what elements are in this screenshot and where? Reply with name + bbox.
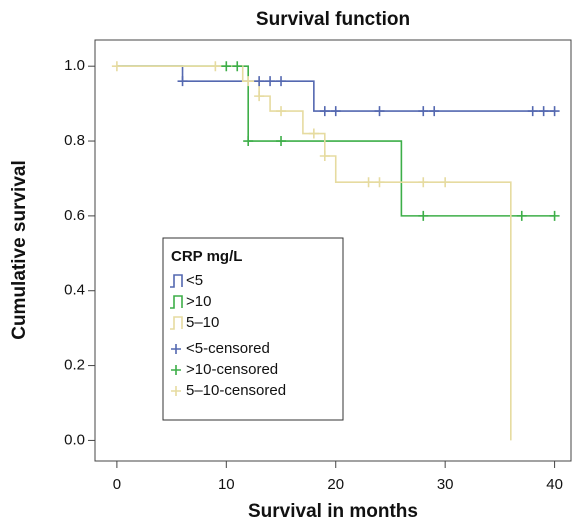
censor-mark <box>549 106 560 117</box>
censor-mark <box>210 61 221 72</box>
legend-symbol <box>170 316 183 330</box>
censor-mark <box>516 210 527 221</box>
x-tick-label: 20 <box>327 476 344 493</box>
x-tick-label: 0 <box>113 476 121 493</box>
censor-mark <box>276 136 287 147</box>
legend-symbol <box>171 344 181 354</box>
censor-mark <box>374 177 385 188</box>
censor-mark <box>243 136 254 147</box>
survival-curve <box>116 65 555 217</box>
censor-mark <box>265 76 276 87</box>
censor-mark <box>418 106 429 117</box>
legend-box <box>162 237 344 421</box>
censor-mark <box>418 177 429 188</box>
y-tick-label: 0.4 <box>64 282 85 299</box>
censor-mark <box>254 91 265 102</box>
x-tick-label: 30 <box>437 476 454 493</box>
censor-mark <box>276 76 287 87</box>
legend-label: 5–10-censored <box>186 382 286 399</box>
censor-mark <box>429 106 440 117</box>
legend-label: <5 <box>186 272 203 289</box>
y-tick-label: 0.2 <box>64 357 85 374</box>
censor-mark <box>276 106 287 117</box>
censor-mark <box>243 76 254 87</box>
legend-label: >10 <box>186 293 211 310</box>
censor-mark <box>177 76 188 87</box>
censor-mark <box>374 106 385 117</box>
censor-mark <box>111 61 122 72</box>
censor-mark <box>319 106 330 117</box>
censor-mark <box>232 61 243 72</box>
censor-mark <box>418 210 429 221</box>
legend-symbol <box>171 365 181 375</box>
legend-label: 5–10 <box>186 314 219 331</box>
censor-mark <box>319 151 330 162</box>
censor-mark <box>221 61 232 72</box>
survival-curve <box>116 65 555 112</box>
censor-mark <box>330 106 341 117</box>
censor-mark <box>440 177 451 188</box>
x-tick-label: 40 <box>546 476 563 493</box>
legend-label: <5-censored <box>186 340 270 357</box>
censor-mark <box>527 106 538 117</box>
censor-mark <box>254 76 265 87</box>
y-axis-label: Cumulative survival <box>9 160 30 340</box>
legend-symbol <box>171 386 181 396</box>
legend-label: >10-censored <box>186 361 278 378</box>
plot-frame <box>94 39 572 462</box>
chart-title: Survival function <box>256 9 410 30</box>
censor-mark <box>538 106 549 117</box>
censor-mark <box>308 128 319 139</box>
legend-title: CRP mg/L <box>171 248 242 265</box>
y-tick-label: 1.0 <box>64 57 85 74</box>
y-tick-label: 0.8 <box>64 132 85 149</box>
y-tick-label: 0.0 <box>64 431 85 448</box>
legend-symbol <box>170 274 183 288</box>
y-tick-label: 0.6 <box>64 207 85 224</box>
legend-symbol <box>170 295 183 309</box>
x-axis-label: Survival in months <box>248 501 418 522</box>
censor-mark <box>363 177 374 188</box>
censor-mark <box>549 210 560 221</box>
x-tick-label: 10 <box>218 476 235 493</box>
